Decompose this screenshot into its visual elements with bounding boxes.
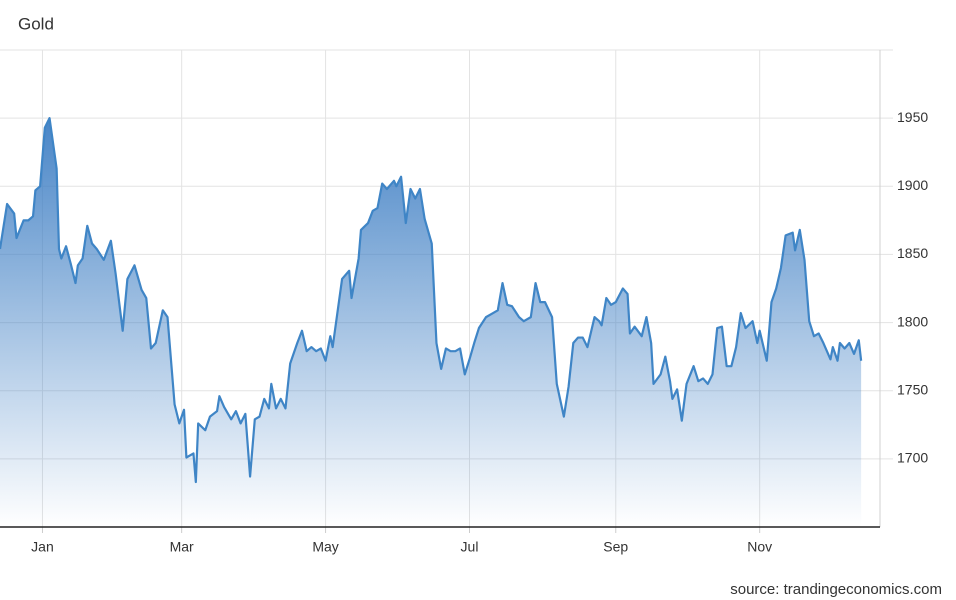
x-tick-label: May bbox=[312, 539, 338, 555]
x-tick-label: Mar bbox=[170, 539, 194, 555]
x-tick-label: Jul bbox=[461, 539, 479, 555]
y-tick-label: 1950 bbox=[897, 109, 928, 125]
source-note: source: trandingeconomics.com bbox=[730, 581, 942, 598]
x-tick-label: Jan bbox=[31, 539, 54, 555]
y-tick-label: 1900 bbox=[897, 177, 928, 193]
y-tick-label: 1850 bbox=[897, 245, 928, 261]
y-tick-label: 1800 bbox=[897, 313, 928, 329]
y-tick-label: 1700 bbox=[897, 450, 928, 466]
area-fill bbox=[0, 118, 862, 527]
x-tick-label: Nov bbox=[747, 539, 772, 555]
chart-title: Gold bbox=[18, 14, 54, 33]
y-tick-label: 1750 bbox=[897, 381, 928, 397]
x-tick-label: Sep bbox=[603, 539, 628, 555]
price-line bbox=[0, 117, 863, 484]
